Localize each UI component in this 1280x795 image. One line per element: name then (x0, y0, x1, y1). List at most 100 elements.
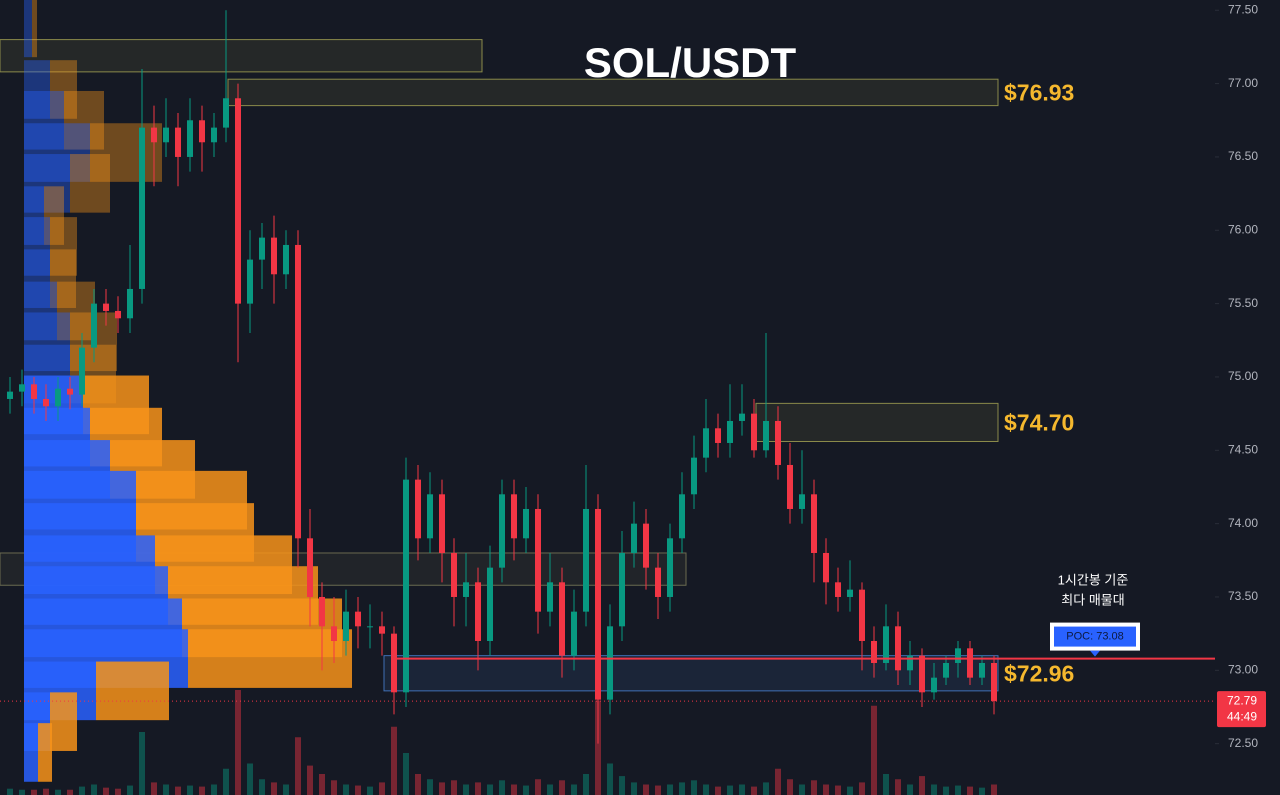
volume-bar (163, 784, 169, 795)
volume-bar (439, 782, 445, 795)
volume-bar (559, 780, 565, 795)
candle-body (247, 259, 253, 304)
candle-body (919, 655, 925, 693)
volume-bar (463, 784, 469, 795)
candle-body (715, 428, 721, 443)
candle-body (343, 611, 349, 641)
volume-bar (835, 785, 841, 795)
candle-body (775, 420, 781, 465)
volume-bar (931, 784, 937, 795)
profile-buy (24, 217, 50, 276)
volume-bar (475, 782, 481, 795)
volume-bar (139, 732, 145, 795)
candle-body (967, 648, 973, 678)
annotation: 최다 매물대 (1061, 592, 1124, 607)
volume-bar (535, 779, 541, 795)
volume-bar (955, 785, 961, 795)
volume-bar (367, 786, 373, 795)
volume-bar (859, 782, 865, 795)
candle-body (295, 244, 301, 539)
volume-bar (763, 782, 769, 795)
volume-bar (127, 785, 133, 795)
profile-sell (50, 692, 77, 751)
candle-body (535, 508, 541, 612)
volume-bar (379, 782, 385, 795)
chart-title: SOL/USDT (584, 39, 797, 86)
profile-sell (188, 629, 352, 688)
y-tick-label: 75.00 (1228, 369, 1258, 383)
volume-bar (55, 789, 61, 795)
candle-body (667, 538, 673, 597)
volume-bar (451, 780, 457, 795)
volume-bar (667, 784, 673, 795)
candle-body (679, 494, 685, 539)
volume-bar (571, 784, 577, 795)
candle-body (259, 237, 265, 260)
volume-bar (187, 785, 193, 795)
candle-body (691, 457, 697, 495)
zone (0, 39, 483, 73)
candle-body (7, 391, 13, 399)
volume-bar (151, 782, 157, 795)
volume-bar (691, 780, 697, 795)
candle-body (271, 237, 277, 275)
candle-body (847, 589, 853, 597)
volume-bar (295, 737, 301, 795)
volume-bar (223, 768, 229, 795)
profile-buy (24, 186, 44, 245)
profile-sell (50, 217, 77, 276)
volume-bar (799, 784, 805, 795)
candle-body (571, 611, 577, 656)
volume-bar (943, 786, 949, 795)
volume-bar (319, 774, 325, 795)
candle-body (823, 552, 829, 583)
volume-bar (235, 690, 241, 795)
candle-body (223, 98, 229, 128)
candle-body (43, 398, 49, 407)
candle-body (703, 428, 709, 458)
candle-body (871, 640, 877, 663)
volume-bar (91, 784, 97, 795)
candle-body (319, 596, 325, 627)
volume-bar (643, 784, 649, 795)
candle-body (583, 508, 589, 612)
candle-body (811, 494, 817, 553)
candle-body (487, 567, 493, 641)
candle-body (67, 388, 73, 395)
volume-bar (775, 768, 781, 795)
profile-buy (24, 90, 64, 150)
candle-body (559, 582, 565, 656)
candle-body (895, 626, 901, 671)
profile-sell (64, 90, 104, 150)
profile-buy (24, 281, 57, 341)
profile-sell (38, 723, 52, 782)
volume-bar (607, 763, 613, 795)
volume-bar (583, 774, 589, 795)
volume-bar (907, 784, 913, 795)
volume-bar (655, 785, 661, 795)
candle-body (523, 508, 529, 539)
candle-body (355, 611, 361, 627)
volume-bar (391, 726, 397, 795)
candle-body (331, 626, 337, 641)
profile-sell (70, 154, 110, 213)
volume-bar (751, 786, 757, 795)
volume-bar (31, 789, 37, 795)
profile-buy (24, 60, 50, 119)
candle-body (391, 633, 397, 693)
candle-body (727, 420, 733, 443)
volume-bar (403, 753, 409, 795)
candle-body (463, 582, 469, 597)
candle-body (859, 589, 865, 641)
candle-body (499, 494, 505, 568)
candle-body (415, 479, 421, 539)
poc-pointer (1090, 650, 1100, 657)
profile-buy (24, 723, 38, 782)
volume-bar (823, 784, 829, 795)
y-tick-label: 76.50 (1228, 149, 1258, 163)
poc-box (1054, 626, 1136, 647)
candle-body (511, 494, 517, 539)
candle-body (787, 464, 793, 509)
candle-body (739, 413, 745, 421)
last-price-label: 72.79 (1227, 693, 1257, 707)
